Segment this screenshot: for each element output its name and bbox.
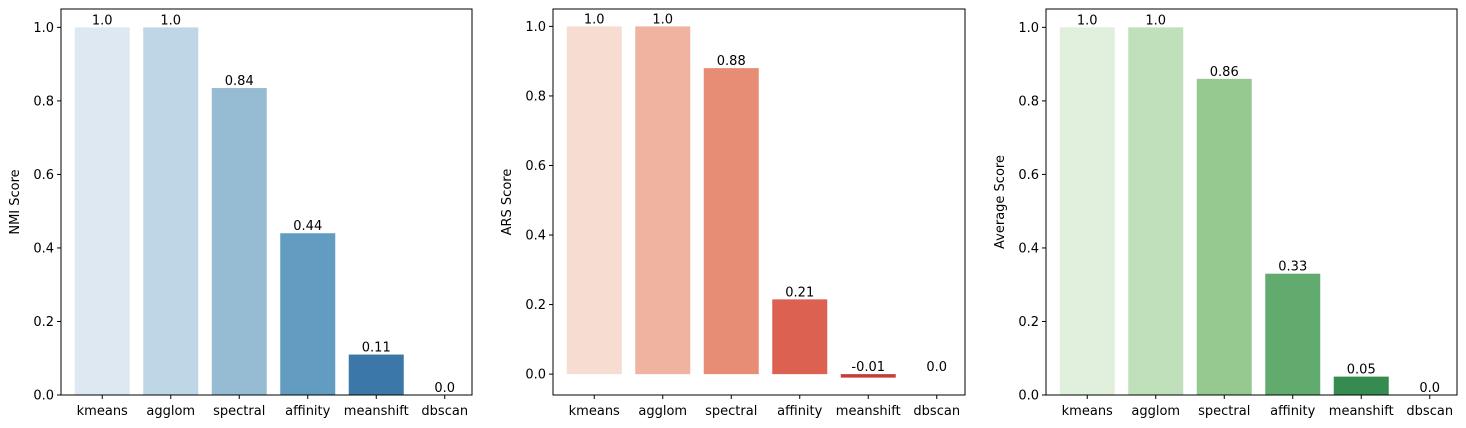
x-tick-label-agglom: agglom [1131,404,1180,419]
bar-kmeans [74,27,130,396]
x-tick-label-spectral: spectral [1198,404,1250,419]
axes-frame [60,8,473,396]
data-label-kmeans: 1.0 [92,13,113,28]
data-label-affinity: 0.21 [785,285,814,300]
x-tick-label-spectral: spectral [705,404,757,419]
y-tick-label: 0.0 [525,368,546,383]
data-label-agglom: 1.0 [652,12,673,27]
data-label-meanshift: 0.05 [1347,363,1376,378]
x-tick-label-meanshift: meanshift [344,404,409,419]
y-tick-label: 0.0 [33,389,54,404]
y-tick-label: 0.8 [33,94,54,109]
y-tick-label: 0.6 [33,168,54,183]
x-tick-label-meanshift: meanshift [836,404,901,419]
y-tick-label: 0.6 [525,159,546,174]
data-label-dbscan: 0.0 [926,360,947,375]
bar-kmeans [566,26,622,375]
y-tick-label: 0.6 [1018,168,1039,183]
data-label-spectral: 0.86 [1210,65,1239,80]
bar-spectral [1196,78,1252,395]
data-label-kmeans: 1.0 [1077,13,1098,28]
chart-panel-1: 1.0 1.0 0.84 0.44 0.11 0.0 0.0 0.2 0.4 0.6 0.8 1.0 k… [8,8,473,419]
y-tick-label: 0.2 [1018,315,1039,330]
bar-agglom [635,26,691,375]
data-label-meanshift: -0.01 [851,360,885,375]
axes-frame [1045,8,1458,396]
data-label-agglom: 1.0 [160,13,181,28]
axes-frame [552,8,966,396]
y-axis-label: Average Score [993,155,1008,249]
data-label-kmeans: 1.0 [584,12,605,27]
y-axis-label: NMI Score [8,169,23,234]
chart-panel-2: 1.0 1.0 0.88 0.21 -0.01 0.0 0.0 0.2 0.4 0.6 0.8 1.0… [500,8,966,419]
x-tick-label-kmeans: kmeans [569,404,620,419]
y-tick-label: 1.0 [525,20,546,35]
x-tick-label-dbscan: dbscan [913,404,960,419]
data-label-meanshift: 0.11 [362,341,391,356]
bar-affinity [772,299,828,375]
bar-spectral [703,68,759,375]
x-tick-label-affinity: affinity [285,404,330,419]
bar-meanshift [840,374,896,378]
y-tick-label: 0.8 [1018,94,1039,109]
bar-affinity [1265,273,1321,395]
x-tick-label-affinity: affinity [1270,404,1315,419]
bar-meanshift [1333,376,1389,395]
data-label-affinity: 0.44 [293,219,322,234]
x-tick-label-kmeans: kmeans [77,404,128,419]
y-tick-label: 0.2 [525,298,546,313]
x-tick-label-agglom: agglom [638,404,687,419]
data-label-spectral: 0.88 [717,54,746,69]
x-tick-label-spectral: spectral [213,404,265,419]
y-tick-label: 0.4 [1018,241,1039,256]
x-tick-label-affinity: affinity [777,404,822,419]
y-tick-label: 1.0 [1018,21,1039,36]
y-tick-label: 0.2 [33,315,54,330]
x-tick-label-agglom: agglom [146,404,195,419]
data-label-dbscan: 0.0 [1419,381,1440,396]
y-tick-label: 0.8 [525,89,546,104]
bar-agglom [1128,27,1184,396]
bar-agglom [143,27,199,396]
x-tick-label-meanshift: meanshift [1329,404,1394,419]
data-label-dbscan: 0.0 [434,381,455,396]
bar-affinity [280,233,336,395]
x-tick-label-kmeans: kmeans [1062,404,1113,419]
bar-spectral [211,88,267,396]
data-label-affinity: 0.33 [1278,260,1307,275]
y-tick-label: 0.0 [1018,389,1039,404]
data-label-agglom: 1.0 [1145,13,1166,28]
data-label-spectral: 0.84 [225,74,254,89]
x-tick-label-dbscan: dbscan [421,404,468,419]
y-tick-label: 0.4 [525,229,546,244]
bar-kmeans [1059,27,1115,396]
chart-panel-3: 1.0 1.0 0.86 0.33 0.05 0.0 0.0 0.2 0.4 0.6 0.8 1.0 k… [993,8,1458,419]
y-tick-label: 1.0 [33,21,54,36]
x-tick-label-dbscan: dbscan [1406,404,1453,419]
y-tick-label: 0.4 [33,241,54,256]
bar-meanshift [348,354,404,395]
y-axis-label: ARS Score [500,169,515,236]
